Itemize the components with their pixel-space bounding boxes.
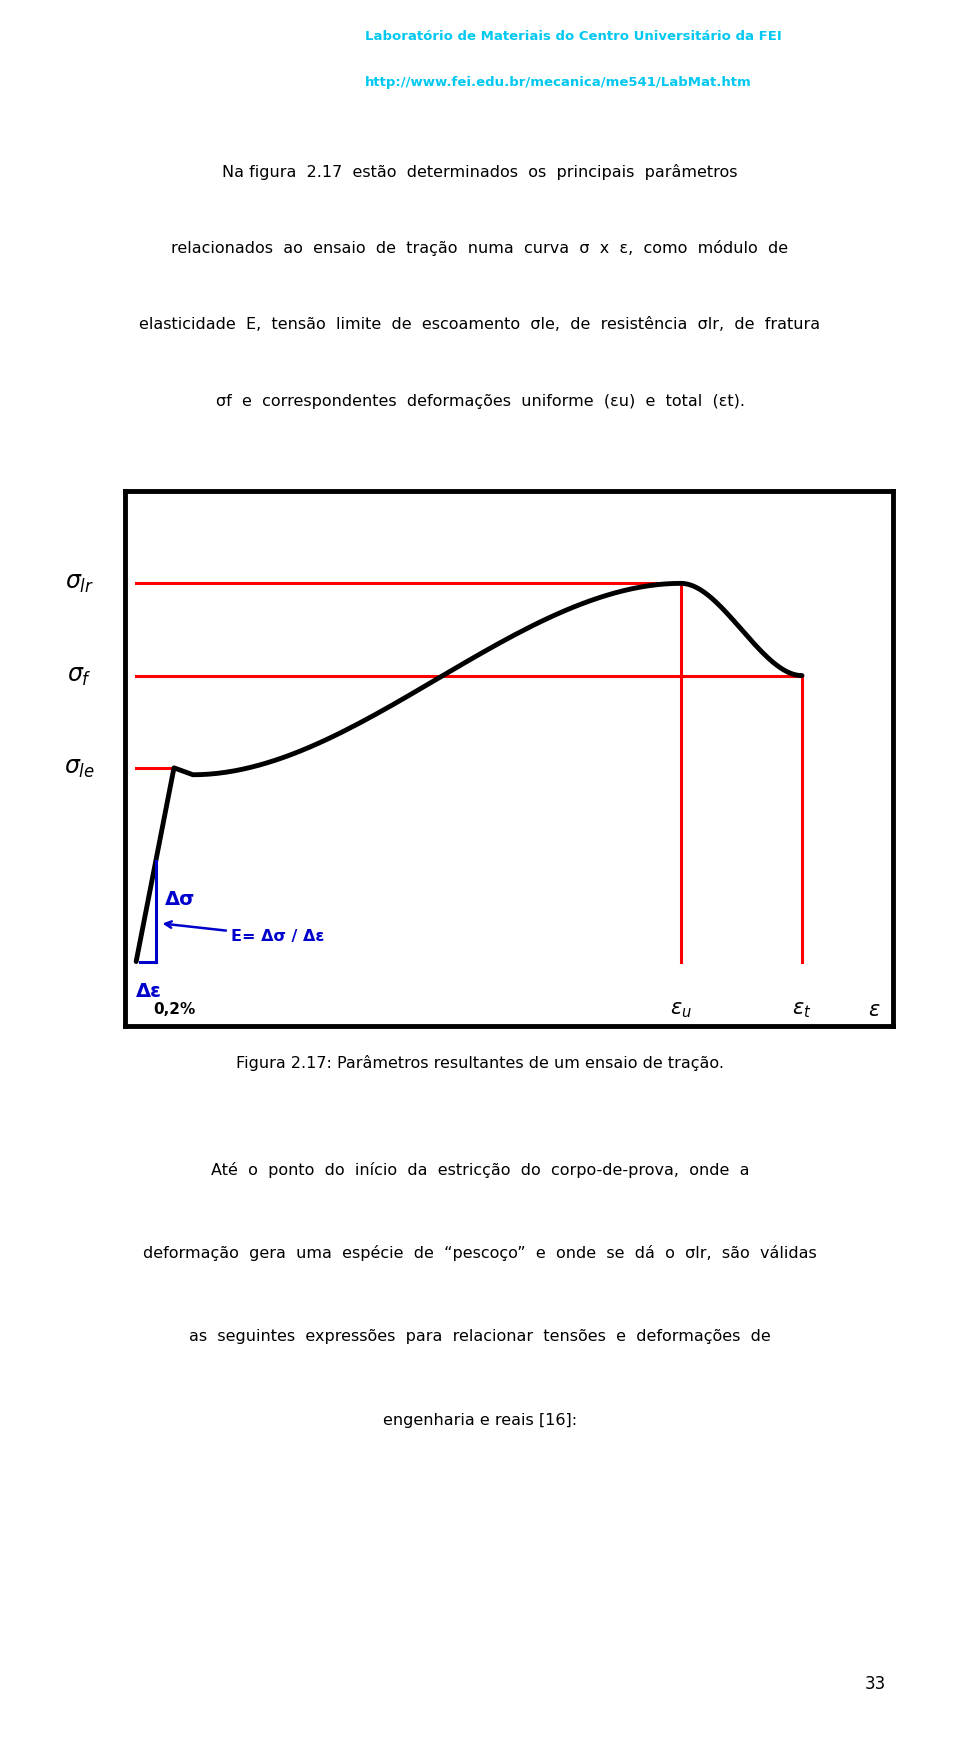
Text: http://www.fei.edu.br/mecanica/me541/LabMat.htm: http://www.fei.edu.br/mecanica/me541/Lab… — [365, 75, 752, 89]
Text: $\varepsilon_u$: $\varepsilon_u$ — [670, 1000, 692, 1019]
Text: Laboratório de Materiais do Centro Universitário da FEI: Laboratório de Materiais do Centro Unive… — [365, 30, 781, 44]
Text: Até  o  ponto  do  início  da  estricção  do  corpo-de-prova,  onde  a: Até o ponto do início da estricção do co… — [211, 1161, 749, 1177]
Text: Δε: Δε — [136, 982, 162, 1002]
Text: relacionados  ao  ensaio  de  tração  numa  curva  σ  x  ε,  como  módulo  de: relacionados ao ensaio de tração numa cu… — [172, 240, 788, 256]
Text: elasticidade  E,  tensão  limite  de  escoamento  σle,  de  resistência  σlr,  d: elasticidade E, tensão limite de escoame… — [139, 317, 821, 332]
Text: σf  e  correspondentes  deformações  uniforme  (εu)  e  total  (εt).: σf e correspondentes deformações uniform… — [215, 395, 745, 409]
Text: $\sigma_{lr}$: $\sigma_{lr}$ — [64, 572, 94, 595]
Text: $\varepsilon_t$: $\varepsilon_t$ — [792, 1000, 812, 1019]
Text: as  seguintes  expressões  para  relacionar  tensões  e  deformações  de: as seguintes expressões para relacionar … — [189, 1330, 771, 1344]
Text: deformação  gera  uma  espécie  de  “pescoço”  e  onde  se  dá  o  σlr,  são  vá: deformação gera uma espécie de “pescoço”… — [143, 1245, 817, 1261]
Text: $\varepsilon$: $\varepsilon$ — [868, 1000, 880, 1019]
Text: Na figura  2.17  estão  determinados  os  principais  parâmetros: Na figura 2.17 estão determinados os pri… — [223, 163, 737, 179]
Text: Δσ: Δσ — [165, 889, 195, 909]
Text: E= Δσ / Δε: E= Δσ / Δε — [165, 921, 324, 944]
Text: $\sigma_{le}$: $\sigma_{le}$ — [64, 756, 95, 781]
Text: 33: 33 — [865, 1675, 886, 1693]
Text: engenharia e reais [16]:: engenharia e reais [16]: — [383, 1414, 577, 1428]
Text: 0,2%: 0,2% — [153, 1003, 195, 1017]
Text: Figura 2.17: Parâmetros resultantes de um ensaio de tração.: Figura 2.17: Parâmetros resultantes de u… — [236, 1054, 724, 1072]
Text: $\sigma_f$: $\sigma_f$ — [67, 663, 92, 688]
